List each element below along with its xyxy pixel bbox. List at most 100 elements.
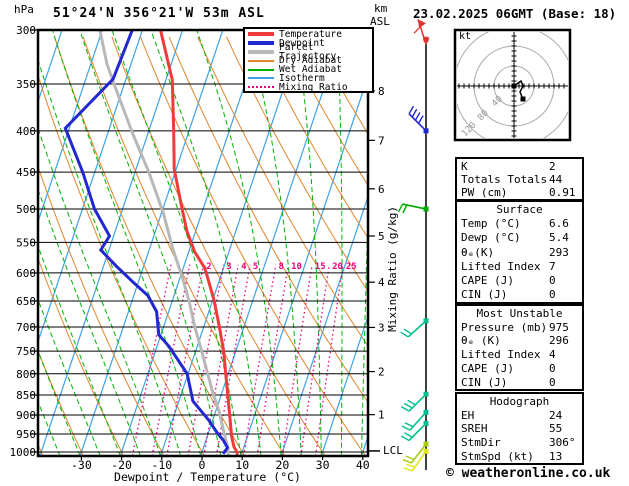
altitude-tick-label: 2	[378, 366, 385, 379]
parcel-trajectory-curve	[98, 30, 230, 455]
wind-barb	[413, 18, 430, 46]
wind-barb-feather	[404, 432, 413, 438]
mixing-ratio-value-label: 4	[241, 262, 247, 272]
pressure-tick-label: 550	[16, 236, 36, 249]
table-row-label: θₑ (K)	[461, 334, 501, 348]
pressure-tick-label: 850	[16, 389, 36, 402]
mixing-ratio-value-label: 25	[346, 262, 357, 272]
dry-adiabat-line	[254, 36, 368, 239]
wet-adiabat-line	[246, 30, 302, 456]
mixing-ratio-line	[242, 264, 277, 456]
temperature-tick-label: -10	[151, 458, 172, 472]
wind-barb	[403, 448, 429, 472]
mixing-ratio-line	[256, 264, 290, 456]
legend-swatch-thick	[248, 49, 274, 54]
table-row-value: 55	[549, 422, 563, 436]
pressure-tick-label: 500	[16, 203, 36, 216]
wind-barb-feather	[407, 399, 416, 406]
legend-swatch-thin	[248, 68, 274, 71]
wind-barb	[400, 318, 429, 338]
isotherm-line	[320, 314, 368, 456]
table-row-label: Lifted Index	[461, 348, 541, 362]
pressure-tick-label: 450	[16, 166, 36, 179]
hodograph-origin-dot	[511, 83, 517, 89]
legend-swatch-thick	[248, 32, 274, 37]
pressure-tick-label: 750	[16, 345, 36, 358]
table-section-hodograph: Hodograph EH 24 SREH 55 StmDir 306° StmSpd (kt)…	[455, 392, 584, 465]
altitude-tick-label: 3	[378, 321, 385, 334]
table-row: EH 24	[457, 409, 582, 423]
table-row: θₑ (K) 296	[457, 334, 582, 348]
wind-barb-feather	[403, 467, 413, 472]
wet-adiabat-line	[336, 30, 343, 456]
isotherm-line	[240, 74, 368, 456]
wet-adiabat-line	[38, 126, 161, 456]
table-row-label: PW (cm)	[461, 186, 508, 200]
hodograph-end-dot	[520, 96, 526, 102]
wet-adiabat-line	[38, 349, 81, 456]
table-section-header: Surface	[496, 203, 543, 216]
wind-barb-feather	[402, 204, 408, 214]
table-row-value: 0	[549, 361, 556, 375]
mixing-ratio-value-label: 2	[206, 262, 211, 272]
table-row: CIN (J) 0	[457, 376, 582, 390]
altitude-tick-label: 8	[378, 85, 385, 98]
table-row-label: CIN (J)	[461, 288, 508, 302]
mixing-ratio-value-label: 10	[291, 262, 302, 272]
legend-item: Mixing Ratio	[245, 81, 372, 93]
table-row-value: 975	[549, 320, 569, 334]
legend: Temperature Dewpoint Parcel Trajectory Dry …	[243, 27, 374, 93]
table-row-value: 13	[549, 449, 563, 463]
table-row-value: 0	[549, 375, 556, 389]
table-row-value: 0	[549, 288, 556, 302]
legend-item-label: Parcel Trajectory	[279, 42, 337, 62]
pressure-tick-label: 1000	[10, 446, 37, 459]
wind-barb	[397, 203, 429, 214]
table-row-value: 6.6	[549, 217, 569, 231]
legend-item-label: Wet Adiabat	[279, 64, 342, 76]
dry-adiabat-line	[38, 165, 165, 456]
isotherm-line	[159, 30, 304, 456]
pressure-tick-label: 800	[16, 368, 36, 381]
table-row-label: Totals Totals	[461, 173, 548, 187]
dry-adiabat-line	[38, 73, 205, 456]
mixing-ratio-value-label: 3	[226, 262, 231, 272]
legend-item-label: Isotherm	[279, 72, 325, 84]
table-row-label: Temp (°C)	[461, 217, 521, 231]
table-row-value: 4	[549, 348, 556, 362]
table-row: StmDir 306°	[457, 436, 582, 450]
table-row-label: Dewp (°C)	[461, 231, 521, 245]
plot-background-lines: 2 3 4 5 8 10 15 20 25	[38, 30, 368, 456]
mixing-ratio-axis-label: Mixing Ratio (g/kg)	[386, 206, 399, 332]
legend-item: Isotherm	[245, 74, 372, 83]
table-row-label: CAPE (J)	[461, 361, 514, 375]
table-section-indices: K 2 Totals Totals 44 PW (cm) 0.91	[455, 157, 584, 201]
table-row: PW (cm) 0.91	[457, 186, 582, 199]
isotherm-line	[38, 30, 103, 224]
table-row: Temp (°C) 6.6	[457, 217, 582, 231]
table-section-header: Most Unstable	[476, 307, 563, 320]
hodograph-trace	[513, 79, 524, 100]
mixing-ratio-line	[215, 264, 251, 456]
legend-swatch-dotted	[248, 86, 274, 89]
wind-barb-feather	[400, 435, 410, 442]
table-row: θₑ(K) 293	[457, 246, 582, 260]
table-row-value: 0.91	[549, 186, 576, 200]
dry-adiabat-line	[111, 36, 326, 456]
table-row-value: 296	[549, 334, 569, 348]
table-section-header: Hodograph	[489, 395, 550, 408]
dry-adiabat-line	[82, 36, 286, 456]
legend-item: Temperature	[245, 30, 372, 39]
pressure-tick-label: 400	[16, 125, 36, 138]
table-row-label: SREH	[461, 422, 488, 436]
wind-barb	[402, 441, 429, 464]
temperature-tick-label: -30	[71, 458, 92, 472]
wind-barb	[401, 409, 429, 431]
hodograph-unit-label: kt	[459, 31, 472, 42]
wind-barb-feather	[406, 463, 416, 468]
mixing-ratio-value-label: 15	[315, 262, 326, 272]
mixing-ratio-line	[300, 264, 331, 456]
legend-item-label: Mixing Ratio	[279, 81, 348, 93]
